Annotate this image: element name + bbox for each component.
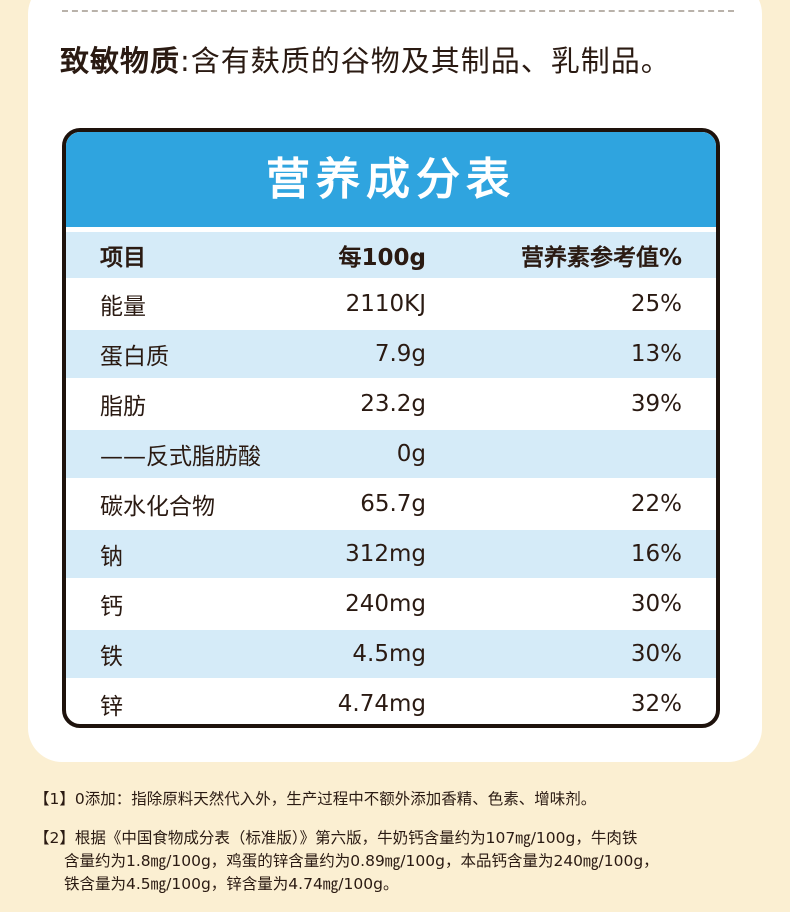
footnote-1: 【1】0添加：指除原料天然代入外，生产过程中不额外添加香精、色素、增味剂。: [34, 790, 597, 808]
allergen-separator: :: [180, 44, 191, 78]
row-item: 锌: [100, 694, 123, 720]
table-row-protein: 蛋白质 7.9g 13%: [66, 328, 716, 378]
row-nrv: 25%: [630, 291, 682, 317]
row-nrv: 39%: [630, 391, 682, 417]
row-nrv: 30%: [630, 641, 682, 667]
row-nrv: 32%: [630, 691, 682, 717]
row-amount: 240mg: [345, 591, 426, 617]
table-row-sodium: 钠 312mg 16%: [66, 528, 716, 578]
row-item: 钙: [100, 594, 123, 620]
table-row-trans-fat: ——反式脂肪酸 0g: [66, 428, 716, 478]
row-amount: 312mg: [345, 541, 426, 567]
table-row-carbohydrate: 碳水化合物 65.7g 22%: [66, 478, 716, 528]
nutrition-table-title: 营养成分表: [66, 132, 716, 227]
allergen-statement: 致敏物质:含有麸质的谷物及其制品、乳制品。: [60, 36, 671, 86]
row-amount: 7.9g: [374, 341, 426, 367]
row-item: 能量: [100, 294, 146, 320]
row-nrv: 30%: [630, 591, 682, 617]
row-amount: 4.74mg: [337, 691, 426, 717]
header-per-100g: 每100g: [338, 245, 426, 271]
footnote-2-line-1: 【2】根据《中国食物成分表（标准版）》第六版，牛奶钙含量约为107㎎/100g，…: [34, 829, 638, 847]
table-header-row: 项目 每100g 营养素参考值%: [66, 232, 716, 278]
allergen-text: 含有麸质的谷物及其制品、乳制品。: [190, 44, 671, 78]
table-row-fat: 脂肪 23.2g 39%: [66, 378, 716, 428]
row-item: 脂肪: [100, 394, 146, 420]
row-item: ——反式脂肪酸: [100, 444, 261, 470]
allergen-label: 致敏物质: [60, 44, 181, 78]
table-row-zinc: 锌 4.74mg 32%: [66, 678, 716, 724]
row-item: 铁: [100, 644, 123, 670]
row-item: 蛋白质: [100, 344, 169, 370]
table-row-energy: 能量 2110KJ 25%: [66, 278, 716, 328]
row-amount: 23.2g: [360, 391, 426, 417]
row-amount: 4.5mg: [352, 641, 426, 667]
row-amount: 2110KJ: [345, 291, 426, 317]
footnote-2-line-3: 铁含量为4.5㎎/100g，锌含量为4.74㎎/100g。: [64, 875, 399, 893]
row-nrv: 22%: [630, 491, 682, 517]
row-amount: 0g: [396, 441, 426, 467]
nutrition-table: 营养成分表 项目 每100g 营养素参考值% 能量 2110KJ 25% 蛋白质…: [62, 128, 720, 728]
row-item: 钠: [100, 544, 123, 570]
row-amount: 65.7g: [360, 491, 426, 517]
footnote-2-line-2: 含量约为1.8㎎/100g，鸡蛋的锌含量约为0.89㎎/100g，本品钙含量为2…: [64, 852, 659, 870]
header-item: 项目: [100, 245, 146, 271]
table-row-iron: 铁 4.5mg 30%: [66, 628, 716, 678]
row-item: 碳水化合物: [100, 494, 215, 520]
table-row-calcium: 钙 240mg 30%: [66, 578, 716, 628]
dashed-divider: [62, 10, 734, 12]
row-nrv: 16%: [630, 541, 682, 567]
row-nrv: 13%: [630, 341, 682, 367]
footnotes: 【1】0添加：指除原料天然代入外，生产过程中不额外添加香精、色素、增味剂。 【2…: [34, 788, 659, 896]
header-nrv: 营养素参考值%: [520, 245, 682, 271]
